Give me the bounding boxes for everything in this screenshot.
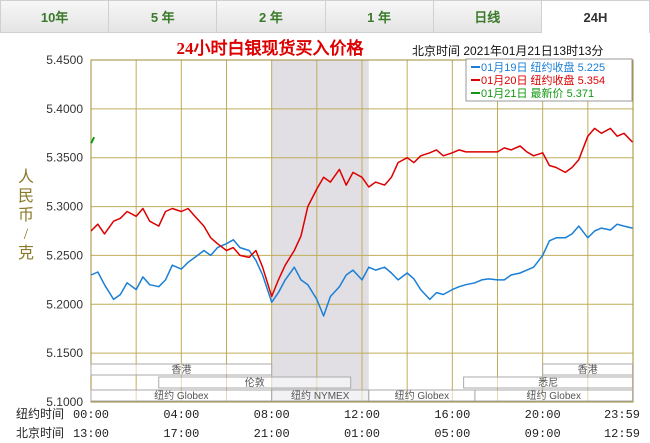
x-tick-ny-5: 20:00: [525, 408, 561, 422]
chart-timestamp: 北京时间 2021年01月21日13时13分: [412, 44, 603, 58]
y-tick-2: 5.3500: [46, 151, 83, 165]
y-tick-4: 5.2500: [46, 248, 83, 262]
legend-box: [465, 58, 633, 102]
x-tick-ny-4: 16:00: [434, 408, 470, 422]
y-axis-label: 人民币 /克: [18, 168, 34, 262]
y-tick-1: 5.4000: [46, 102, 83, 116]
market-row3-band-3: [474, 389, 634, 402]
series-line-1: [90, 127, 634, 298]
y-tick-6: 5.1500: [46, 346, 83, 360]
y-axis-label-char-4: 克: [18, 244, 34, 262]
beijing-time-label: 北京时间: [16, 426, 64, 440]
tab-daily[interactable]: 日线: [432, 0, 541, 33]
series-line-0: [90, 223, 633, 317]
tab-1-year[interactable]: 1 年: [324, 0, 433, 33]
x-tick-ny-6: 23:59: [604, 408, 640, 422]
tab-24h[interactable]: 24H: [540, 0, 650, 33]
market-row3-label-1: 纽约 NYMEX: [291, 389, 350, 402]
ny-time-label: 纽约时间: [16, 406, 64, 421]
market-row3-label-0: 纽约 Globex: [154, 389, 208, 402]
series-line-2: [90, 136, 96, 144]
x-tick-bj-6: 12:59: [604, 427, 640, 441]
legend-item-2: 01月21日 最新价 5.371: [481, 86, 594, 100]
tab-5-year[interactable]: 5 年: [108, 0, 217, 33]
y-axis-label-char-3: /: [24, 226, 29, 243]
x-tick-bj-3: 01:00: [344, 427, 380, 441]
x-tick-bj-5: 09:00: [525, 427, 561, 441]
x-tick-ny-3: 12:00: [344, 408, 380, 422]
x-tick-labels: 00:00 13:00 04:00 17:00 08:00 21:00 12:00 01:00…: [73, 408, 640, 441]
x-tick-bj-1: 17:00: [163, 427, 199, 441]
y-tick-labels: 5.4500 5.4000 5.3500 5.3000 5.2500 5.2000 5.15…: [46, 53, 83, 409]
legend-item-0: 01月19日 纽约收盘 5.225: [481, 60, 605, 74]
y-tick-3: 5.3000: [46, 200, 83, 214]
market-row1-band-0: [90, 363, 273, 376]
trading-shade: [271, 60, 369, 402]
market-row1-band-1: [542, 363, 634, 376]
market-row2-label-1: 悉尼: [538, 377, 558, 389]
legend-item-1: 01月20日 纽约收盘 5.354: [481, 73, 605, 87]
y-axis-label-char-2: 币: [18, 206, 34, 224]
tab-10-year[interactable]: 10年: [0, 0, 109, 33]
market-row2-label-0: 伦敦: [245, 376, 265, 389]
tab-2-year[interactable]: 2 年: [216, 0, 325, 33]
market-row1-label-1: 香港: [578, 364, 598, 376]
market-row3-label-2: 纽约 Globex: [395, 389, 449, 402]
x-tick-bj-0: 13:00: [73, 427, 109, 441]
y-axis-label-char-1: 民: [18, 188, 34, 205]
y-tick-7: 5.1000: [46, 395, 83, 409]
x-tick-ny-1: 04:00: [163, 408, 199, 422]
x-tick-bj-2: 21:00: [254, 427, 290, 441]
series-lines: [90, 127, 634, 317]
market-row1-label-0: 香港: [171, 364, 191, 376]
y-tick-5: 5.2000: [46, 297, 83, 311]
market-row3-label-3: 纽约 Globex: [526, 389, 580, 402]
period-tabs: 10年 5 年 2 年 1 年 日线 24H: [0, 0, 650, 35]
y-axis-label-char-0: 人: [18, 168, 34, 186]
x-tick-ny-2: 08:00: [254, 408, 290, 422]
grid: [90, 59, 634, 403]
x-tick-bj-4: 05:00: [434, 427, 470, 441]
market-row2-band-0: [158, 376, 352, 389]
legend: 01月19日 纽约收盘 5.225 01月20日 纽约收盘 5.354 01月2…: [465, 58, 633, 102]
market-row2-band-1: [463, 376, 634, 389]
x-tick-ny-0: 00:00: [73, 408, 109, 422]
y-tick-0: 5.4500: [46, 53, 83, 67]
chart-title: 24小时白银现货买入价格: [177, 38, 365, 58]
